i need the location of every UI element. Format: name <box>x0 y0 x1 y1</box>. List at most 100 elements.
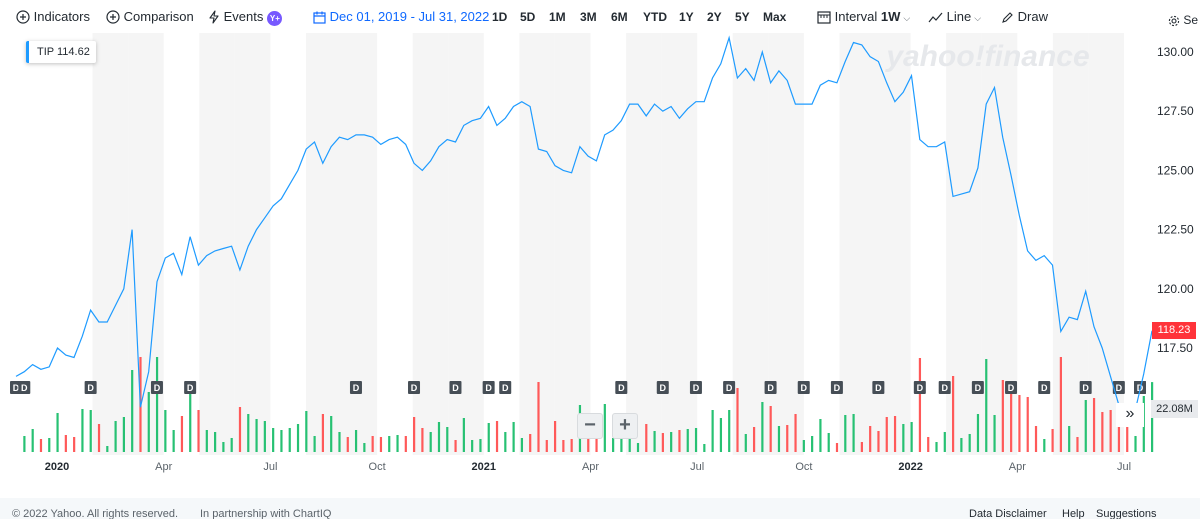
dividend-marker[interactable] <box>615 381 628 394</box>
volume-bar <box>205 430 208 452</box>
dividend-marker[interactable] <box>938 381 951 394</box>
month-band <box>554 33 591 455</box>
month-band <box>199 33 235 455</box>
volume-bar <box>321 414 325 452</box>
volume-bar <box>943 432 946 452</box>
draw-button[interactable]: Draw <box>1001 8 1048 26</box>
volume-bar <box>421 428 424 452</box>
data-disclaimer-link[interactable]: Data Disclaimer <box>969 508 1047 519</box>
volume-bar <box>454 440 457 452</box>
dividend-marker-label: D <box>834 383 841 393</box>
dividend-marker[interactable] <box>656 381 669 394</box>
price-series-line <box>15 35 1153 418</box>
dividend-marker[interactable] <box>1038 381 1051 394</box>
volume-bar <box>728 410 731 452</box>
dividend-marker-label: D <box>485 383 492 393</box>
volume-bar <box>1084 400 1087 452</box>
volume-bar <box>172 430 175 452</box>
range-button-3m[interactable]: 3M <box>580 10 597 24</box>
dividend-marker[interactable] <box>499 381 512 394</box>
dividend-marker[interactable] <box>150 381 163 394</box>
dividend-marker-label: D <box>154 383 161 393</box>
range-button-1d[interactable]: 1D <box>492 10 508 24</box>
plus-circle-icon <box>16 10 30 24</box>
x-tick-label: Jul <box>1117 461 1131 473</box>
chart-toolbar: Indicators Comparison Events Y+ Dec 01, 2… <box>0 0 1200 33</box>
y-tick-label: 117.50 <box>1157 341 1193 355</box>
volume-bar <box>288 428 291 452</box>
suggestions-link[interactable]: Suggestions <box>1096 508 1157 519</box>
month-band <box>626 33 662 455</box>
volume-bar <box>338 432 341 452</box>
dividend-marker[interactable] <box>408 381 421 394</box>
volume-bar <box>902 424 905 452</box>
volume-bar <box>1001 380 1004 452</box>
date-range-button[interactable]: Dec 01, 2019 - Jul 31, 2022 <box>313 8 489 26</box>
volume-bar <box>595 435 598 452</box>
dividend-marker[interactable] <box>482 381 495 394</box>
volume-bar <box>819 419 822 452</box>
volume-bar <box>1117 406 1121 452</box>
range-button-ytd[interactable]: YTD <box>643 10 667 24</box>
dividend-marker-label: D <box>411 383 418 393</box>
volume-bar <box>313 436 316 452</box>
dividend-marker-label: D <box>13 383 20 393</box>
x-tick-label: Apr <box>1009 461 1026 473</box>
dividend-marker[interactable] <box>1005 381 1018 394</box>
settings-button[interactable]: Se <box>1168 11 1198 29</box>
dividend-marker-label: D <box>618 383 625 393</box>
dividend-marker[interactable] <box>872 381 885 394</box>
indicators-button[interactable]: Indicators <box>16 8 90 26</box>
month-band <box>519 33 555 455</box>
dividend-marker[interactable] <box>723 381 736 394</box>
range-button-5d[interactable]: 5D <box>520 10 536 24</box>
dividend-marker[interactable] <box>84 381 97 394</box>
dividend-marker[interactable] <box>797 381 810 394</box>
volume-bar <box>620 428 623 452</box>
comparison-button[interactable]: Comparison <box>106 8 194 26</box>
dividend-marker[interactable] <box>349 381 362 394</box>
volume-bar <box>711 410 714 452</box>
dividend-marker[interactable] <box>689 381 702 394</box>
range-button-max[interactable]: Max <box>763 10 787 24</box>
chart-area[interactable]: yahoo!finance 130.00 127.50 125.00 122.50 120… <box>0 33 1200 488</box>
interval-dropdown[interactable]: Interval 1W ⌵ <box>817 8 910 26</box>
volume-bar <box>462 418 465 452</box>
chart-type-dropdown[interactable]: Line ⌵ <box>928 8 981 26</box>
range-button-5y[interactable]: 5Y <box>735 10 750 24</box>
volume-bar <box>794 414 797 452</box>
chevron-double-right-icon[interactable]: » <box>1116 403 1144 427</box>
volume-bar <box>827 433 830 452</box>
volume-bar <box>487 423 490 452</box>
line-chart-icon <box>928 12 943 23</box>
range-button-1m[interactable]: 1M <box>549 10 566 24</box>
settings-label: Se <box>1183 13 1199 27</box>
pencil-icon <box>1002 12 1013 23</box>
volume-bar <box>164 410 167 452</box>
range-button-6m[interactable]: 6M <box>611 10 628 24</box>
volume-bar <box>686 429 689 452</box>
dividend-marker[interactable] <box>184 381 197 394</box>
range-button-1y[interactable]: 1Y <box>679 10 694 24</box>
dividend-marker[interactable] <box>971 381 984 394</box>
dividend-marker-label: D <box>353 383 360 393</box>
dividend-marker[interactable] <box>913 381 926 394</box>
dividend-marker[interactable] <box>449 381 462 394</box>
range-button-2y[interactable]: 2Y <box>707 10 722 24</box>
dividend-marker[interactable] <box>18 381 31 394</box>
dividend-marker[interactable] <box>1079 381 1092 394</box>
events-button[interactable]: Events Y+ <box>208 8 283 26</box>
footer: © 2022 Yahoo. All rights reserved. In pa… <box>0 498 1200 519</box>
dividend-marker-label: D <box>875 383 882 393</box>
dividend-marker[interactable] <box>830 381 843 394</box>
volume-bar <box>968 434 971 452</box>
volume-bar <box>761 402 764 452</box>
zoom-out-button[interactable]: − <box>577 413 603 439</box>
help-link[interactable]: Help <box>1062 508 1085 519</box>
dividend-marker[interactable] <box>1112 381 1125 394</box>
dividend-marker[interactable] <box>764 381 777 394</box>
symbol-badge[interactable]: TIP 114.62 <box>26 41 96 63</box>
date-range-label: Dec 01, 2019 - Jul 31, 2022 <box>329 9 490 24</box>
zoom-in-button[interactable]: + <box>612 413 638 439</box>
y-tick-label: 125.00 <box>1157 163 1194 177</box>
